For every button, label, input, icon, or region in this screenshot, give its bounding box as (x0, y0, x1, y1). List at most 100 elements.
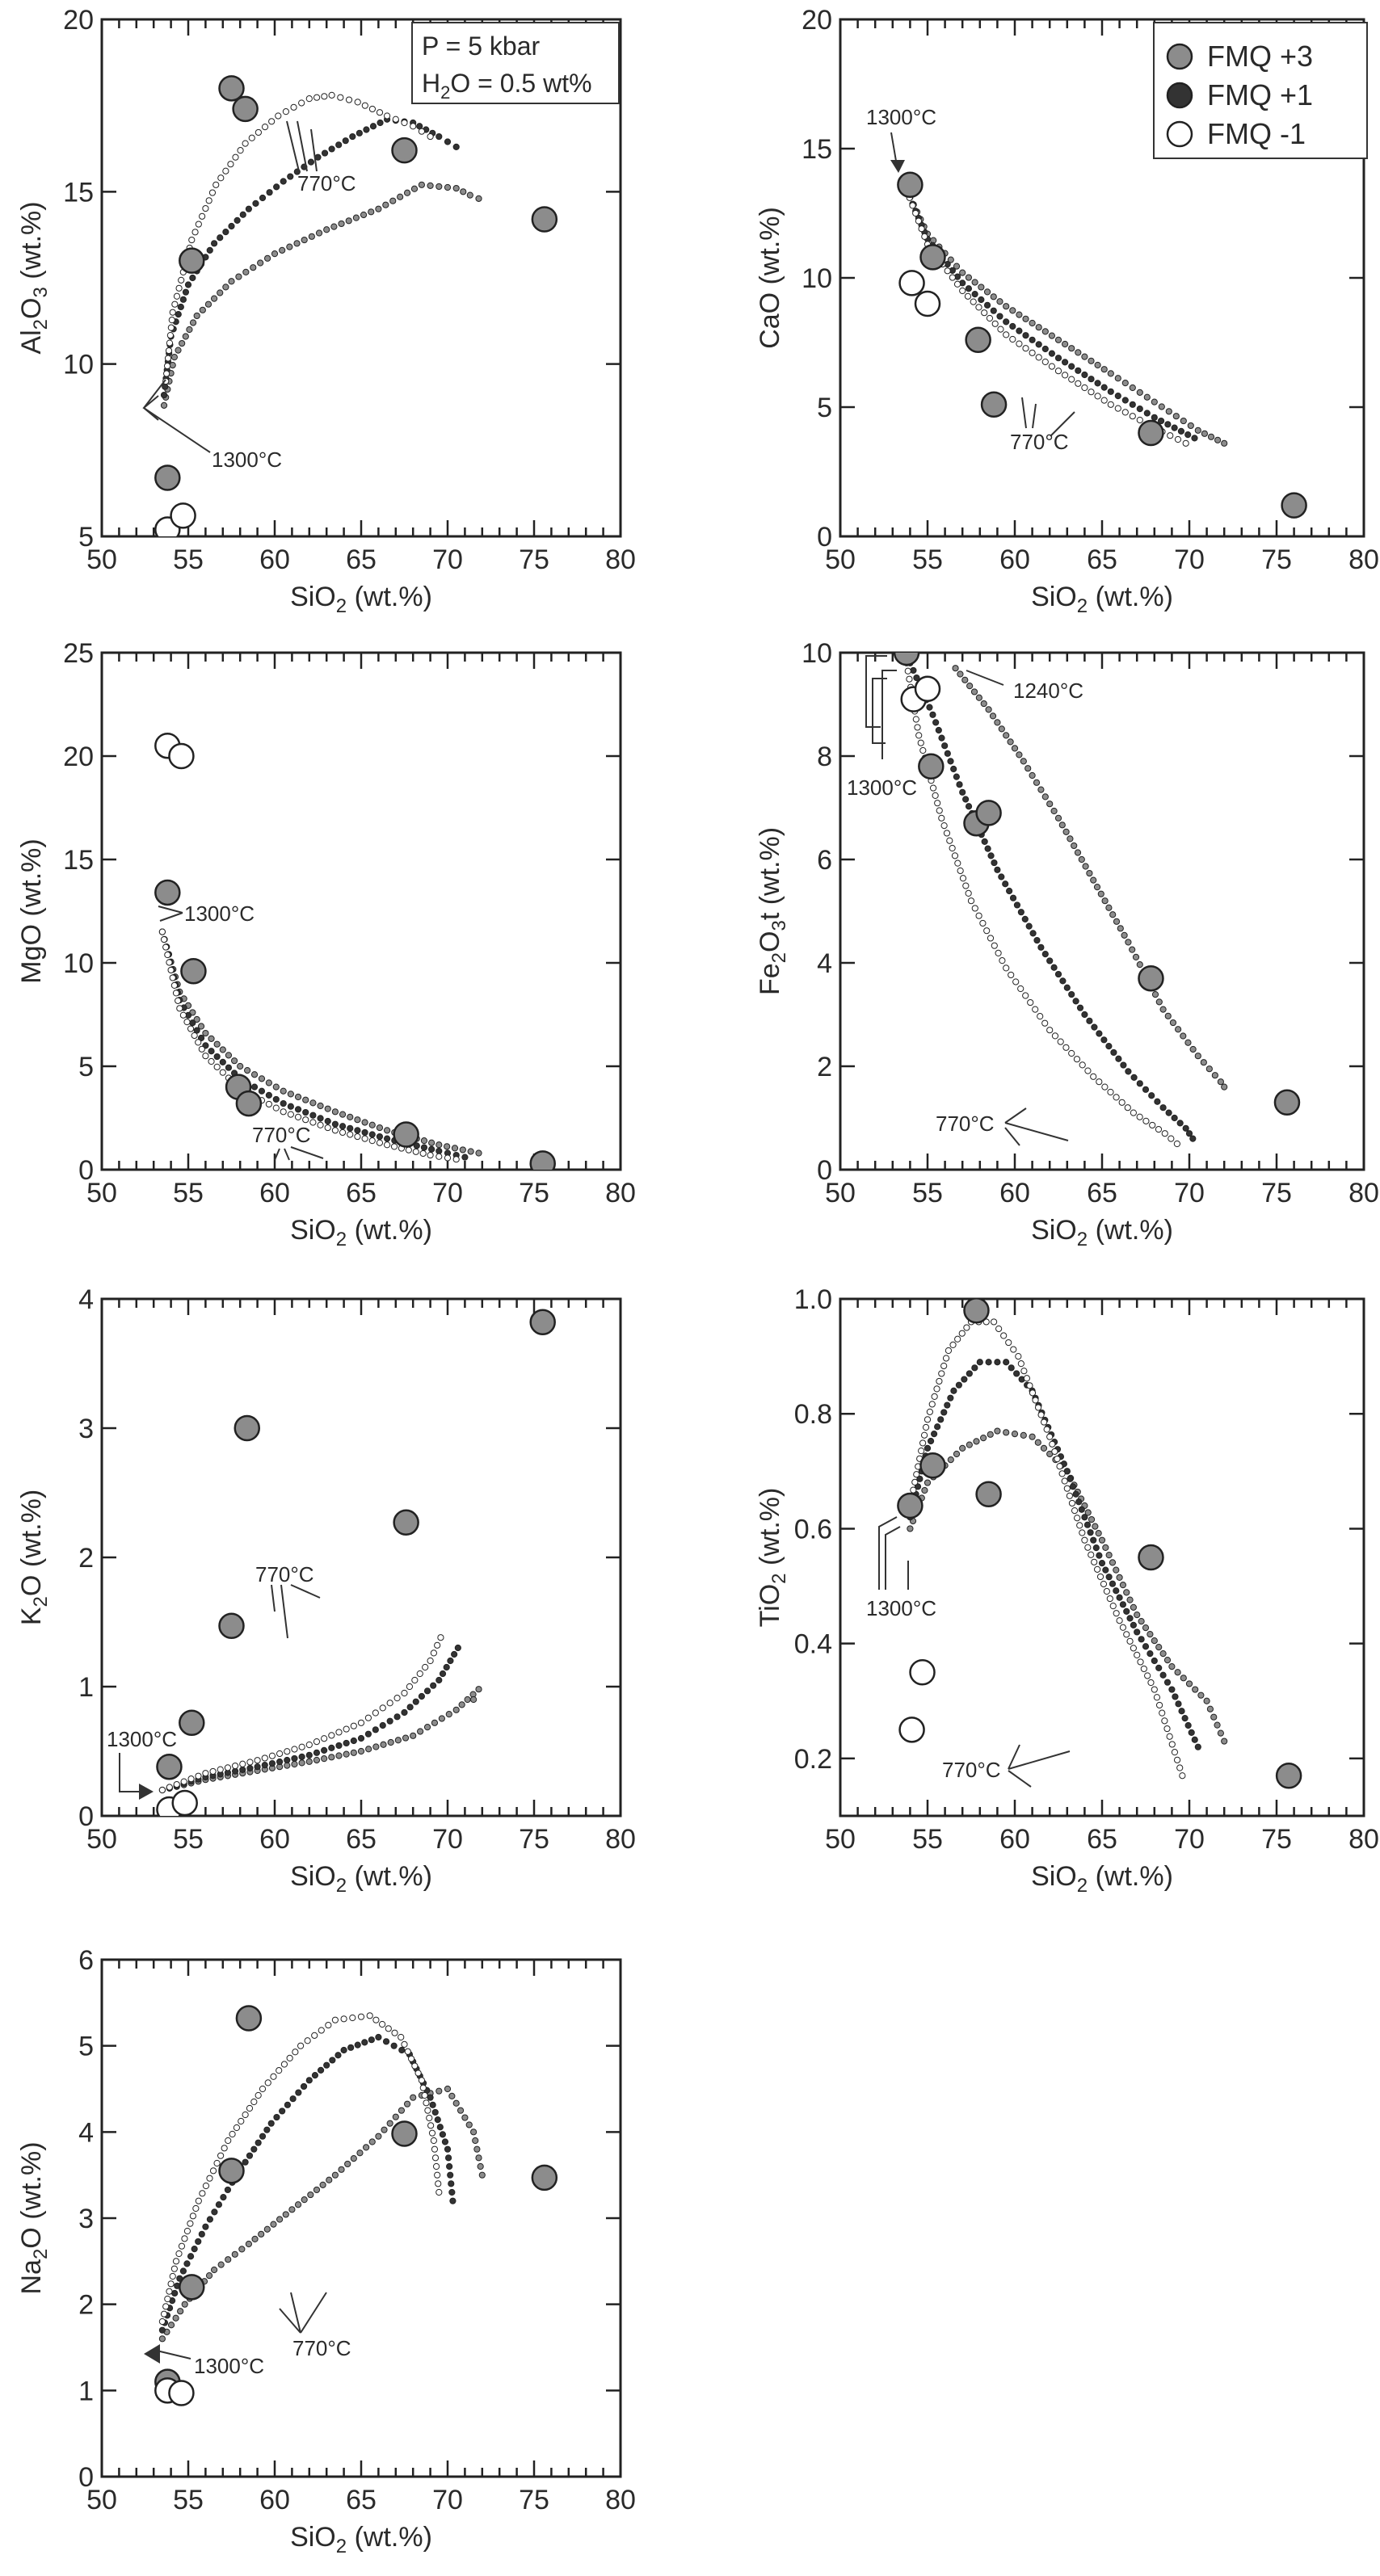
model-point (439, 1670, 447, 1678)
model-point (1046, 1027, 1054, 1034)
model-point (1081, 1536, 1088, 1544)
model-point (1158, 403, 1165, 410)
model-point (1180, 417, 1187, 425)
model-point (1155, 1664, 1163, 1671)
conditions-water-tail: O = 0.5 wt% (450, 69, 591, 98)
model-point (918, 225, 925, 233)
model-point (431, 1719, 439, 1726)
model-point (461, 2114, 469, 2121)
model-point (436, 2124, 444, 2131)
y-tick-label: 5 (817, 393, 832, 423)
model-point (1084, 1067, 1092, 1074)
sample-point (975, 800, 1002, 826)
model-point (920, 1431, 928, 1439)
model-point (1151, 398, 1158, 406)
model-point (1041, 793, 1049, 801)
model-point (1029, 349, 1036, 356)
model-point (319, 2181, 326, 2188)
model-point (308, 233, 315, 240)
model-point (1189, 1135, 1197, 1142)
model-point (958, 1330, 966, 1337)
x-tick-label: 60 (259, 544, 290, 575)
model-point (1201, 430, 1209, 437)
sample-point (179, 1709, 205, 1737)
model-point (1176, 1120, 1184, 1127)
sample-point (1273, 1089, 1301, 1116)
model-point (1006, 887, 1013, 895)
model-point (294, 1106, 302, 1113)
model-point (389, 197, 397, 204)
y-tick-label: 2 (817, 1052, 832, 1082)
model-point (1221, 1738, 1228, 1745)
model-point (287, 1111, 294, 1118)
model-point (421, 2091, 428, 2099)
model-point (1003, 318, 1010, 326)
y-tick-label: 15 (63, 177, 94, 208)
model-point (354, 2041, 361, 2049)
model-point (172, 990, 180, 997)
model-point (350, 1722, 357, 1729)
x-axis-label-main: SiO (1031, 582, 1077, 612)
model-point (444, 1154, 452, 1162)
model-point (995, 949, 1002, 957)
model-point (1114, 375, 1121, 382)
model-point (1046, 1433, 1054, 1440)
y-axis-label-main: TiO (755, 1584, 785, 1628)
sample-point (156, 1753, 183, 1780)
series-sample-FMQplus3 (893, 653, 1301, 1116)
plot-frame (100, 651, 622, 1171)
model-point (466, 191, 473, 199)
model-point (1214, 436, 1222, 443)
model-point (1020, 1368, 1028, 1375)
model-point (416, 1670, 423, 1678)
annotation-al2o3-1300: 1300°C (212, 448, 282, 472)
model-point (267, 2120, 275, 2127)
model-point (356, 129, 363, 137)
x-tick-label: 65 (346, 544, 377, 575)
model-point (1046, 801, 1054, 808)
model-point (255, 128, 262, 137)
model-point (382, 201, 389, 208)
model-point (947, 758, 954, 765)
model-point (1176, 1764, 1184, 1771)
leader-na-1300 (156, 2350, 191, 2360)
model-point (1090, 876, 1097, 884)
model-point (1081, 371, 1088, 379)
model-point (198, 2230, 205, 2238)
model-point (434, 2171, 441, 2179)
x-axis-label: SiO2 (wt.%) (290, 1861, 432, 1897)
model-point (1146, 1631, 1154, 1638)
model-point (981, 309, 988, 317)
plot-frame (839, 18, 1365, 538)
model-point (376, 109, 384, 116)
leader-na-770 (279, 2292, 327, 2334)
model-point (1016, 751, 1023, 759)
model-point (423, 1724, 431, 1731)
model-point (1062, 1044, 1070, 1051)
model-point (234, 216, 241, 224)
model-point (1041, 1418, 1048, 1426)
model-point (305, 95, 313, 103)
model-point (268, 1759, 276, 1767)
model-point (1121, 397, 1129, 404)
y-axis-label-sub: 2 (30, 1596, 52, 1607)
model-point (962, 796, 970, 803)
y-axis-label-sub: 2 (30, 2249, 52, 2259)
model-point (1125, 939, 1132, 946)
model-point (255, 2091, 262, 2099)
model-point (182, 333, 189, 340)
model-point (1068, 1499, 1076, 1507)
y-tick-label: 0 (78, 2462, 94, 2493)
model-point (1091, 1558, 1098, 1565)
plot-frame (100, 1958, 622, 2478)
x-tick-label: 75 (519, 544, 549, 575)
series-model-FMQplus3 (158, 2085, 486, 2343)
model-point (1174, 435, 1182, 443)
model-point (1164, 1012, 1172, 1019)
model-point (309, 1112, 317, 1119)
y-tick-label: 20 (63, 742, 94, 772)
model-point (914, 724, 921, 731)
model-point (937, 1416, 945, 1423)
model-point (173, 1780, 180, 1788)
model-point (179, 339, 186, 347)
